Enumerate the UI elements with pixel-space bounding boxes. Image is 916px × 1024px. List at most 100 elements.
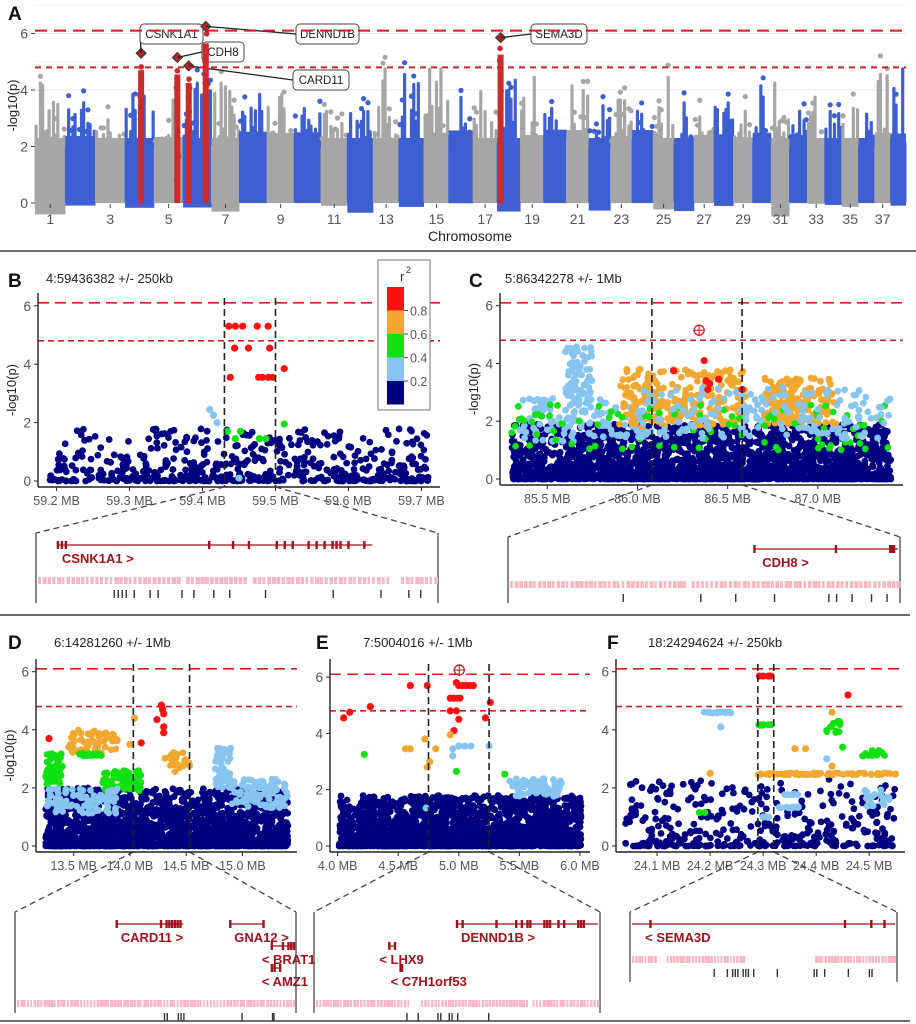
snp-point — [623, 383, 631, 391]
snp-point — [404, 137, 410, 143]
highlight-point — [203, 102, 210, 109]
snp-point — [324, 432, 332, 440]
x-tick-label: 15 — [429, 211, 445, 227]
annotation-block — [362, 577, 367, 584]
snp-point — [880, 132, 886, 138]
snp-point — [232, 442, 240, 450]
snp-point — [539, 436, 547, 444]
snp-point — [395, 462, 403, 470]
snp-point — [605, 413, 613, 421]
y-tick-label: 2 — [23, 416, 31, 431]
snp-point — [259, 455, 266, 463]
snp-point — [864, 408, 872, 416]
annotation-block — [272, 577, 277, 584]
highlight-point — [137, 94, 144, 100]
snp-point — [622, 85, 628, 91]
snp-point — [249, 450, 257, 458]
snp-point — [200, 448, 208, 456]
highlight-point — [186, 145, 192, 151]
snp-point — [857, 432, 865, 440]
snp-point — [806, 448, 814, 456]
snp-point — [123, 477, 130, 485]
snp-point — [803, 474, 810, 481]
snp-point — [758, 461, 765, 468]
snp-point — [581, 408, 589, 416]
snp-point — [152, 138, 158, 144]
snp-point — [328, 109, 334, 115]
snp-point — [153, 439, 161, 447]
annotation-block — [420, 577, 424, 584]
annotation-block — [205, 577, 209, 584]
snp-point — [764, 385, 772, 393]
snp-point — [687, 421, 695, 429]
annotation-block — [415, 577, 420, 584]
annotation-block — [714, 581, 718, 588]
snp-point — [835, 425, 843, 432]
highlight-point — [137, 85, 144, 92]
snp-point — [255, 435, 264, 443]
snp-point — [630, 417, 638, 425]
snp-point — [343, 459, 351, 467]
snp-point — [549, 98, 555, 105]
snp-point — [528, 418, 536, 426]
snp-point — [231, 344, 239, 352]
highlight-point — [137, 109, 144, 116]
annotation-block — [584, 581, 589, 588]
snp-point — [873, 428, 881, 435]
snp-point — [231, 97, 237, 103]
snp-point — [803, 117, 809, 123]
snp-point — [61, 126, 67, 132]
snp-point — [253, 322, 261, 330]
snp-point — [829, 408, 837, 416]
annotation-block — [128, 577, 132, 584]
annotation-block — [738, 581, 741, 588]
snp-point — [66, 93, 72, 99]
annotation-block — [338, 577, 343, 584]
exon — [892, 545, 896, 553]
highlight-point — [202, 118, 209, 125]
snp-point — [213, 418, 221, 427]
label-leader-line — [177, 51, 203, 59]
snp-point — [814, 463, 822, 471]
snp-point — [310, 462, 318, 470]
annotation-block — [849, 581, 854, 588]
snp-point — [197, 425, 205, 433]
highlight-point — [497, 126, 504, 132]
x-tick-label: 19 — [524, 211, 540, 227]
snp-point — [408, 453, 416, 461]
annotation-block — [645, 581, 648, 588]
snp-point — [424, 477, 432, 484]
highlight-point — [497, 157, 504, 163]
annotation-block — [381, 577, 385, 584]
highlight-point — [174, 97, 180, 104]
snp-point — [83, 469, 91, 477]
snp-point — [522, 428, 530, 436]
legend-swatch — [387, 310, 404, 334]
annotation-block — [579, 581, 584, 588]
snp-point — [775, 391, 783, 399]
annotation-block — [510, 581, 513, 588]
snp-point — [644, 397, 652, 405]
y-tick-label: 6 — [20, 25, 28, 41]
exon — [315, 541, 318, 549]
snp-point — [177, 476, 184, 484]
snp-point — [420, 446, 428, 454]
annotation-block — [286, 577, 291, 584]
highlight-point — [202, 68, 209, 75]
snp-point — [746, 432, 753, 440]
snp-point — [754, 424, 762, 431]
snp-point — [56, 466, 64, 474]
highlight-point — [496, 177, 503, 184]
snp-point — [713, 446, 721, 454]
snp-point — [635, 433, 642, 441]
legend-swatch — [387, 357, 404, 381]
annotation-block — [766, 581, 770, 588]
x-tick-label: 59.6 MB — [325, 494, 372, 508]
snp-point — [558, 420, 566, 428]
snp-point — [556, 448, 564, 456]
snp-point — [336, 428, 344, 436]
snp-point — [533, 468, 540, 476]
highlight-point — [186, 85, 193, 92]
snp-point — [718, 430, 726, 438]
